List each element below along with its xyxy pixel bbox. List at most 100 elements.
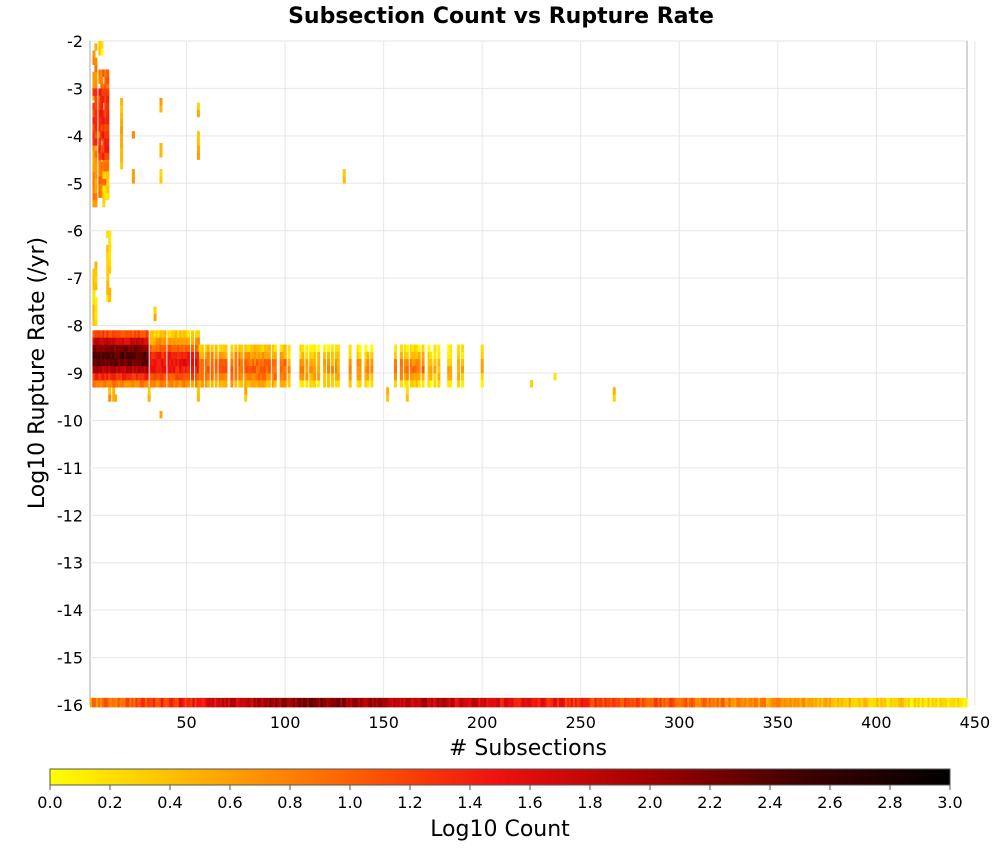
heatmap-cell xyxy=(196,337,200,345)
heatmap-cell xyxy=(159,169,163,177)
heatmap-cell xyxy=(218,351,222,360)
heatmap-cell xyxy=(283,373,287,381)
heatmap-cell xyxy=(413,373,417,381)
heatmap-cell xyxy=(957,697,960,708)
heatmap-cell xyxy=(905,697,909,708)
heatmap-cell xyxy=(179,380,183,388)
heatmap-cell xyxy=(265,373,269,381)
heatmap-cell xyxy=(94,78,98,87)
heatmap-cell xyxy=(185,365,189,374)
heatmap-cell xyxy=(198,365,202,374)
heatmap-cell xyxy=(484,697,487,708)
heatmap-cell xyxy=(961,697,964,708)
heatmap-cell xyxy=(252,380,256,388)
heatmap-cell xyxy=(364,365,368,374)
heatmap-cell xyxy=(248,344,252,352)
heatmap-cell xyxy=(97,697,101,708)
heatmap-cell xyxy=(106,294,110,303)
heatmap-cell xyxy=(415,380,419,388)
heatmap-cell xyxy=(222,380,226,388)
heatmap-cell xyxy=(291,697,294,708)
heatmap-cell xyxy=(143,351,147,360)
heatmap-cell xyxy=(726,697,729,708)
heatmap-cell xyxy=(588,697,591,708)
heatmap-cell xyxy=(170,697,174,708)
heatmap-cell xyxy=(817,697,820,708)
heatmap-cell xyxy=(102,344,106,352)
heatmap-cell xyxy=(884,697,887,708)
heatmap-cell xyxy=(399,697,402,708)
heatmap-cell xyxy=(415,373,419,381)
heatmap-cell xyxy=(102,192,106,201)
heatmap-cell xyxy=(187,337,191,345)
heatmap-cell xyxy=(450,697,454,708)
heatmap-cell xyxy=(457,380,461,388)
heatmap-cell xyxy=(116,344,120,352)
heatmap-cell xyxy=(635,697,639,708)
colorbar-tick-label: 1.0 xyxy=(337,793,362,812)
heatmap-cell xyxy=(112,358,116,367)
heatmap-cell xyxy=(119,697,122,708)
heatmap-cell xyxy=(106,358,110,367)
heatmap-cell xyxy=(430,697,434,708)
heatmap-cell xyxy=(151,380,155,388)
heatmap-cell xyxy=(846,697,850,708)
heatmap-cell xyxy=(628,697,631,708)
heatmap-cell xyxy=(399,373,403,381)
heatmap-cell xyxy=(427,344,431,352)
heatmap-cell xyxy=(224,344,228,352)
heatmap-cell xyxy=(323,358,327,367)
heatmap-cell xyxy=(240,365,244,374)
heatmap-cell xyxy=(716,697,720,708)
heatmap-cell xyxy=(125,351,129,360)
heatmap-cell xyxy=(196,387,200,395)
y-tick-label: -5 xyxy=(67,174,83,193)
heatmap-cell xyxy=(446,697,450,708)
colorbar-tick-label: 3.0 xyxy=(937,793,962,812)
heatmap-cell xyxy=(94,131,98,139)
heatmap-cell xyxy=(127,380,131,388)
heatmap-cell xyxy=(210,344,214,352)
heatmap-cell xyxy=(139,358,143,367)
heatmap-cell xyxy=(102,95,106,103)
heatmap-cell xyxy=(167,380,171,388)
heatmap-cell xyxy=(94,344,98,352)
heatmap-cell xyxy=(267,365,271,374)
heatmap-cell xyxy=(168,697,172,708)
heatmap-cell xyxy=(238,351,242,360)
heatmap-cell xyxy=(399,365,403,374)
heatmap-cell xyxy=(801,697,804,708)
heatmap-cell xyxy=(243,697,247,708)
heatmap-cell xyxy=(98,102,102,111)
heatmap-cell xyxy=(720,697,724,708)
heatmap-cell xyxy=(283,344,287,352)
heatmap-cell xyxy=(187,365,191,374)
heatmap-cell xyxy=(155,373,159,381)
heatmap-cell xyxy=(98,41,102,49)
heatmap-cell xyxy=(779,697,783,708)
colorbar-tick-label: 1.4 xyxy=(457,793,482,812)
heatmap-cell xyxy=(750,697,753,708)
heatmap-cell xyxy=(216,697,219,708)
heatmap-cell xyxy=(271,697,274,708)
heatmap-cell xyxy=(191,351,195,360)
heatmap-cell xyxy=(120,126,124,134)
heatmap-cell xyxy=(106,266,110,274)
heatmap-cell xyxy=(112,394,116,402)
heatmap-cell xyxy=(176,697,180,708)
chart-title: Subsection Count vs Rupture Rate xyxy=(288,4,714,29)
heatmap-cell xyxy=(108,387,112,395)
heatmap-cell xyxy=(104,138,108,146)
heatmap-cell xyxy=(596,697,599,708)
heatmap-cell xyxy=(131,697,134,708)
heatmap-cell xyxy=(94,365,98,374)
heatmap-cell xyxy=(379,697,383,708)
heatmap-cell xyxy=(356,373,360,381)
heatmap-cell xyxy=(503,697,507,708)
heatmap-cell xyxy=(159,380,163,388)
heatmap-cell xyxy=(624,697,627,708)
heatmap-cell xyxy=(364,380,368,388)
heatmap-cell xyxy=(131,365,135,374)
heatmap-cell xyxy=(100,126,104,134)
heatmap-cell xyxy=(533,697,536,708)
